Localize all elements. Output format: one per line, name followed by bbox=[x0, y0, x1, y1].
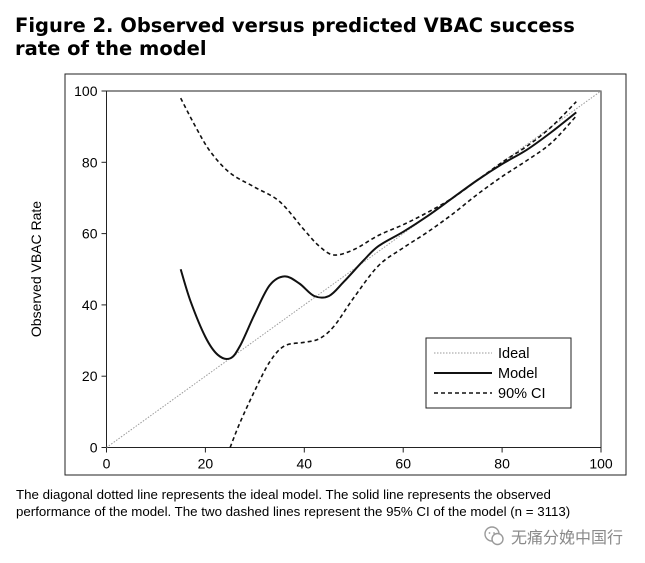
x-tick-label: 20 bbox=[198, 456, 214, 472]
series-ideal bbox=[106, 90, 602, 448]
legend: Ideal Model 90% CI bbox=[425, 337, 572, 409]
x-tick-label: 100 bbox=[589, 456, 613, 472]
y-axis-ticks: 0 20 40 60 80 100 bbox=[74, 83, 107, 456]
plot-area bbox=[106, 90, 602, 448]
x-tick-label: 60 bbox=[395, 456, 411, 472]
y-tick-label: 0 bbox=[90, 440, 98, 456]
legend-label-ci: 90% CI bbox=[498, 386, 546, 402]
figure-title: Figure 2. Observed versus predicted VBAC… bbox=[15, 14, 575, 60]
series-90-ci-upper bbox=[179, 97, 577, 256]
wechat-logo-icon bbox=[484, 526, 504, 546]
y-tick-label: 40 bbox=[82, 297, 98, 313]
x-tick-label: 80 bbox=[494, 456, 510, 472]
y-tick-label: 60 bbox=[82, 226, 98, 242]
chart-frame bbox=[64, 73, 627, 476]
x-tick-label: 0 bbox=[103, 456, 111, 472]
legend-label-model: Model bbox=[498, 366, 538, 382]
watermark: 无痛分娩中国行 bbox=[483, 524, 623, 548]
y-tick-label: 100 bbox=[74, 83, 98, 99]
figure-caption: The diagonal dotted line represents the … bbox=[16, 487, 571, 519]
series-90-ci-lower bbox=[229, 115, 577, 448]
y-tick-label: 20 bbox=[82, 368, 98, 384]
x-axis-ticks: 0 20 40 60 80 100 bbox=[103, 447, 613, 472]
y-tick-label: 80 bbox=[82, 154, 98, 170]
y-axis-label: Observed VBAC Rate bbox=[28, 201, 44, 337]
legend-label-ideal: Ideal bbox=[498, 346, 529, 362]
chart: 0 20 40 60 80 100 0 20 40 60 80 100 Observed VBAC … bbox=[28, 73, 627, 476]
series-layer bbox=[106, 90, 602, 448]
x-tick-label: 40 bbox=[297, 456, 313, 472]
watermark-text: 无痛分娩中国行 bbox=[510, 528, 623, 547]
series-model bbox=[179, 111, 577, 360]
